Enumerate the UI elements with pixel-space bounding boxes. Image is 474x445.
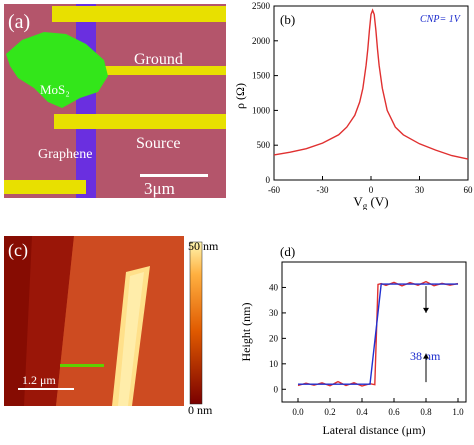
height-profile-chart: 0.0 0.2 0.4 0.6 0.8 1.0 0 10 20 30 40 Lateral dista… — [239, 244, 467, 437]
cnp-annotation: CNP= 1V — [420, 14, 462, 25]
mos2-flake — [6, 32, 108, 108]
x-axis-label: Lateral distance (μm) — [322, 423, 425, 437]
graphene-stripe — [76, 4, 96, 198]
afm-scalebar-label: 1.2 μm — [22, 373, 56, 387]
y-tick-label: 0 — [266, 175, 271, 185]
device-illustration: (a) Ground MoS₂ Source Graphene 3μm — [4, 4, 226, 198]
mos2-label: MoS₂ — [40, 82, 70, 97]
y-tick-label: 30 — [269, 308, 279, 318]
ground-label: Ground — [134, 51, 183, 68]
panel-c-label: (c) — [8, 240, 28, 261]
x-tick-label: 0.6 — [388, 407, 400, 417]
electrode-bottom — [4, 180, 86, 194]
x-tick-label: 0.2 — [324, 407, 335, 417]
series-line — [297, 280, 459, 387]
plot-frame — [273, 5, 469, 181]
y-tick-label: 10 — [269, 359, 279, 369]
x-tick-label: 0.4 — [356, 407, 368, 417]
x-axis-label: Vg (V) — [353, 194, 388, 210]
x-tick-label: 0.8 — [420, 407, 432, 417]
series-line — [298, 283, 458, 385]
panel-b-chart: -60 -30 0 30 60 0 500 1000 1500 2000 2500 Vg (V) ρ (… — [232, 0, 474, 211]
afm-profile-line — [60, 364, 104, 367]
y-tick-label: 0 — [274, 384, 279, 394]
resistivity-chart: -60 -30 0 30 60 0 500 1000 1500 2000 2500 Vg (V) ρ (… — [233, 1, 474, 211]
arrow-up-head — [423, 353, 429, 359]
electrode-top — [52, 6, 226, 22]
colorbar-min-label: 0 nm — [188, 403, 213, 417]
x-tick-label: 1.0 — [452, 407, 464, 417]
y-axis-label: ρ (Ω) — [233, 83, 247, 109]
scalebar-line — [140, 174, 208, 177]
colorbar — [189, 241, 203, 405]
y-tick-label: 2500 — [252, 1, 271, 11]
x-tick-label: -60 — [268, 185, 280, 195]
y-tick-label: 1000 — [252, 105, 271, 115]
series-line — [273, 8, 469, 160]
y-tick-label: 2000 — [252, 36, 271, 46]
afm-image: (c) 1.2 μm 50 nm 0 nm — [4, 236, 219, 417]
electrode-source — [54, 114, 226, 129]
x-tick-label: 0 — [369, 185, 374, 195]
x-tick-label: -30 — [317, 185, 329, 195]
y-tick-label: 1500 — [252, 71, 271, 81]
panel-d-label: (d) — [280, 244, 295, 259]
panel-d-chart: 0.0 0.2 0.4 0.6 0.8 1.0 0 10 20 30 40 Lateral dista… — [232, 226, 474, 440]
y-tick-label: 20 — [269, 333, 279, 343]
y-tick-label: 40 — [269, 282, 279, 292]
plot-frame — [281, 261, 467, 403]
panel-b-label: (b) — [280, 12, 295, 27]
x-tick-label: 30 — [415, 185, 425, 195]
panel-c-afm-image: (c) 1.2 μm 50 nm 0 nm — [4, 236, 236, 418]
y-tick-label: 500 — [257, 140, 271, 150]
graphene-label: Graphene — [38, 147, 92, 162]
electrode-ground — [64, 66, 226, 75]
source-label: Source — [136, 135, 180, 152]
panel-a-device-image: (a) Ground MoS₂ Source Graphene 3μm — [4, 4, 226, 198]
y-axis-label: Height (nm) — [239, 303, 253, 362]
step-height-arrows — [423, 286, 429, 383]
x-tick-label: 0.0 — [292, 407, 304, 417]
afm-scalebar-line — [18, 388, 74, 390]
scalebar-label: 3μm — [144, 179, 175, 198]
x-tick-label: 60 — [464, 185, 474, 195]
arrow-down-head — [423, 307, 429, 313]
panel-a-label: (a) — [8, 11, 30, 33]
colorbar-max-label: 50 nm — [188, 239, 219, 253]
